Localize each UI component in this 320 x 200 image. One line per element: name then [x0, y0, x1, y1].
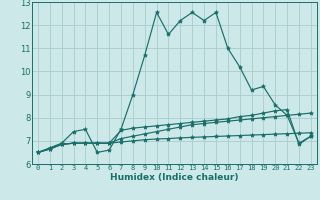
X-axis label: Humidex (Indice chaleur): Humidex (Indice chaleur)	[110, 173, 239, 182]
